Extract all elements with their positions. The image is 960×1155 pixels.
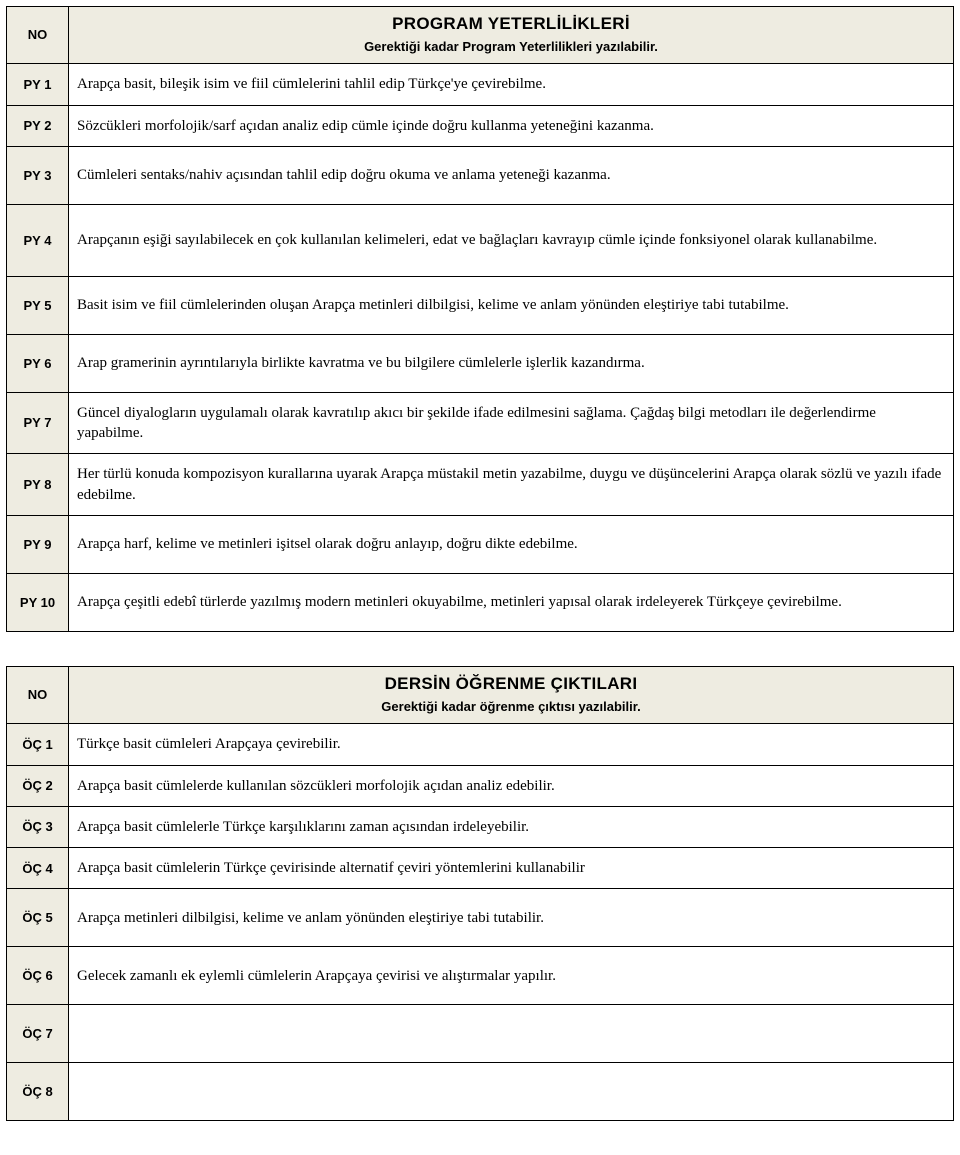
row-text [69,1005,954,1063]
row-label: PY 9 [7,515,69,573]
table-row: PY 5Basit isim ve fiil cümlelerinden olu… [7,276,954,334]
row-text: Türkçe basit cümleleri Arapçaya çevirebi… [69,724,954,765]
row-label: PY 3 [7,146,69,204]
row-text: Arapça harf, kelime ve metinleri işitsel… [69,515,954,573]
table2-subtitle: Gerektiği kadar öğrenme çıktısı yazılabi… [77,698,945,716]
row-label: PY 1 [7,64,69,105]
table-row: PY 4Arapçanın eşiği sayılabilecek en çok… [7,204,954,276]
table-row: PY 1Arapça basit, bileşik isim ve fiil c… [7,64,954,105]
table-row: PY 10Arapça çeşitli edebî türlerde yazıl… [7,573,954,631]
row-label: PY 8 [7,454,69,516]
row-label: PY 6 [7,334,69,392]
row-text: Gelecek zamanlı ek eylemli cümlelerin Ar… [69,947,954,1005]
table-row: ÖÇ 5Arapça metinleri dilbilgisi, kelime … [7,889,954,947]
table-row: ÖÇ 3Arapça basit cümlelerle Türkçe karşı… [7,806,954,847]
table2-no-header: NO [7,666,69,723]
row-text: Arapça basit cümlelerin Türkçe çevirisin… [69,848,954,889]
row-label: ÖÇ 1 [7,724,69,765]
row-text: Arapça basit cümlelerle Türkçe karşılıkl… [69,806,954,847]
row-label: PY 2 [7,105,69,146]
table1-header: PROGRAM YETERLİLİKLERİ Gerektiği kadar P… [69,7,954,64]
row-label: ÖÇ 6 [7,947,69,1005]
table-row: PY 6Arap gramerinin ayrıntılarıyla birli… [7,334,954,392]
row-label: PY 10 [7,573,69,631]
table-row: ÖÇ 6Gelecek zamanlı ek eylemli cümleleri… [7,947,954,1005]
row-label: ÖÇ 5 [7,889,69,947]
row-label: ÖÇ 2 [7,765,69,806]
row-label: ÖÇ 8 [7,1063,69,1121]
row-text: Arapça çeşitli edebî türlerde yazılmış m… [69,573,954,631]
row-label: ÖÇ 3 [7,806,69,847]
table-row: PY 3Cümleleri sentaks/nahiv açısından ta… [7,146,954,204]
row-text: Güncel diyalogların uygulamalı olarak ka… [69,392,954,454]
row-text: Arap gramerinin ayrıntılarıyla birlikte … [69,334,954,392]
row-label: ÖÇ 4 [7,848,69,889]
table2-title: DERSİN ÖĞRENME ÇIKTILARI [77,673,945,696]
row-text: Arapça basit cümlelerde kullanılan sözcü… [69,765,954,806]
row-text: Her türlü konuda kompozisyon kurallarına… [69,454,954,516]
table-row: PY 2Sözcükleri morfolojik/sarf açıdan an… [7,105,954,146]
table-row: PY 8Her türlü konuda kompozisyon kuralla… [7,454,954,516]
table-row: ÖÇ 1Türkçe basit cümleleri Arapçaya çevi… [7,724,954,765]
table-row: PY 9Arapça harf, kelime ve metinleri işi… [7,515,954,573]
table1-title: PROGRAM YETERLİLİKLERİ [77,13,945,36]
table-row: ÖÇ 8 [7,1063,954,1121]
table1-subtitle: Gerektiği kadar Program Yeterlilikleri y… [77,38,945,56]
row-label: PY 7 [7,392,69,454]
table1-no-header: NO [7,7,69,64]
row-text: Basit isim ve fiil cümlelerinden oluşan … [69,276,954,334]
row-text: Sözcükleri morfolojik/sarf açıdan analiz… [69,105,954,146]
table-spacer [6,632,954,666]
table-row: ÖÇ 2Arapça basit cümlelerde kullanılan s… [7,765,954,806]
row-label: PY 4 [7,204,69,276]
row-text: Arapça metinleri dilbilgisi, kelime ve a… [69,889,954,947]
learning-outcomes-table: NO DERSİN ÖĞRENME ÇIKTILARI Gerektiği ka… [6,666,954,1121]
table2-header: DERSİN ÖĞRENME ÇIKTILARI Gerektiği kadar… [69,666,954,723]
program-competencies-table: NO PROGRAM YETERLİLİKLERİ Gerektiği kada… [6,6,954,632]
table-row: ÖÇ 4Arapça basit cümlelerin Türkçe çevir… [7,848,954,889]
row-text [69,1063,954,1121]
row-text: Arapçanın eşiği sayılabilecek en çok kul… [69,204,954,276]
table-row: ÖÇ 7 [7,1005,954,1063]
row-label: PY 5 [7,276,69,334]
row-text: Cümleleri sentaks/nahiv açısından tahlil… [69,146,954,204]
table-row: PY 7Güncel diyalogların uygulamalı olara… [7,392,954,454]
row-label: ÖÇ 7 [7,1005,69,1063]
row-text: Arapça basit, bileşik isim ve fiil cümle… [69,64,954,105]
